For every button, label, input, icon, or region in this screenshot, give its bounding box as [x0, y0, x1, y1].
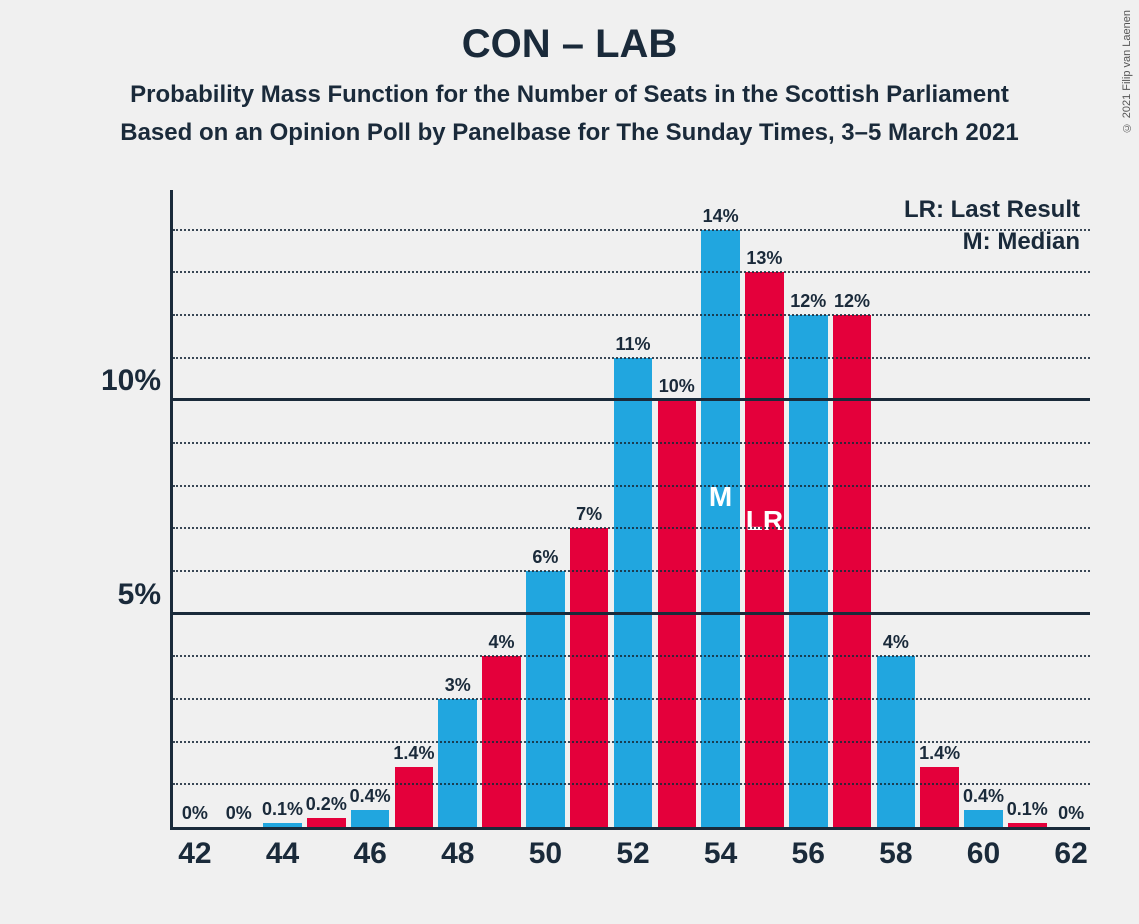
gridline-minor [173, 485, 1090, 487]
x-axis-tick: 52 [616, 827, 649, 871]
gridline-minor [173, 229, 1090, 231]
bar-value-label: 0% [182, 803, 208, 827]
gridline-major [173, 612, 1090, 615]
chart-subtitle-1: Probability Mass Function for the Number… [0, 81, 1139, 109]
y-axis-tick: 5% [118, 578, 173, 612]
bar-value-label: 3% [445, 675, 471, 699]
bar-inner-label: LR [746, 505, 783, 537]
x-axis-tick: 50 [529, 827, 562, 871]
bar-value-label: 12% [834, 291, 870, 315]
bar: 13%LR [745, 272, 784, 827]
bar: 1.4% [920, 767, 959, 827]
bar: 0.4% [964, 810, 1003, 827]
bar-value-label: 7% [576, 504, 602, 528]
x-axis-tick: 44 [266, 827, 299, 871]
gridline-minor [173, 527, 1090, 529]
x-axis-tick: 62 [1054, 827, 1087, 871]
bar-value-label: 0.1% [262, 799, 303, 823]
y-axis-tick: 10% [101, 364, 173, 398]
bar: 7% [570, 528, 609, 827]
gridline-minor [173, 314, 1090, 316]
plot-area: LR: Last Result M: Median 0%0%0.1%0.2%0.… [170, 190, 1090, 830]
gridline-minor [173, 783, 1090, 785]
bar-value-label: 6% [532, 547, 558, 571]
bar: 0.2% [307, 818, 346, 827]
copyright-text: © 2021 Filip van Laenen [1121, 10, 1133, 133]
chart-subtitle-2: Based on an Opinion Poll by Panelbase fo… [0, 119, 1139, 147]
bar-value-label: 12% [790, 291, 826, 315]
gridline-minor [173, 271, 1090, 273]
gridline-minor [173, 655, 1090, 657]
gridline-minor [173, 442, 1090, 444]
gridline-minor [173, 357, 1090, 359]
bar-value-label: 1.4% [919, 743, 960, 767]
x-axis-tick: 60 [967, 827, 1000, 871]
chart-area: LR: Last Result M: Median 0%0%0.1%0.2%0.… [90, 190, 1100, 890]
chart-title: CON – LAB [0, 0, 1139, 67]
bar-value-label: 0% [226, 803, 252, 827]
x-axis-tick: 56 [792, 827, 825, 871]
bar-value-label: 11% [615, 334, 650, 358]
x-axis-tick: 42 [178, 827, 211, 871]
gridline-major [173, 398, 1090, 401]
bar-value-label: 14% [703, 206, 739, 230]
bar: 0.1% [1008, 823, 1047, 827]
bar-value-label: 13% [746, 248, 782, 272]
x-axis-tick: 46 [353, 827, 386, 871]
gridline-minor [173, 570, 1090, 572]
bar-value-label: 0.1% [1007, 799, 1048, 823]
bar-value-label: 4% [883, 632, 909, 656]
bar-value-label: 4% [489, 632, 515, 656]
bar-value-label: 0.2% [306, 794, 347, 818]
bar-value-label: 0.4% [963, 786, 1004, 810]
gridline-minor [173, 741, 1090, 743]
bar-value-label: 0.4% [350, 786, 391, 810]
x-axis-tick: 48 [441, 827, 474, 871]
bar-value-label: 0% [1058, 803, 1084, 827]
bar: 1.4% [395, 767, 434, 827]
gridline-minor [173, 698, 1090, 700]
bars-container: 0%0%0.1%0.2%0.4%1.4%3%4%6%7%11%10%14%M13… [173, 190, 1090, 827]
x-axis-tick: 58 [879, 827, 912, 871]
bar: 11% [614, 358, 653, 827]
bar: 0.4% [351, 810, 390, 827]
bar-value-label: 10% [659, 376, 695, 400]
bar-value-label: 1.4% [393, 743, 434, 767]
bar: 3% [438, 699, 477, 827]
x-axis-tick: 54 [704, 827, 737, 871]
